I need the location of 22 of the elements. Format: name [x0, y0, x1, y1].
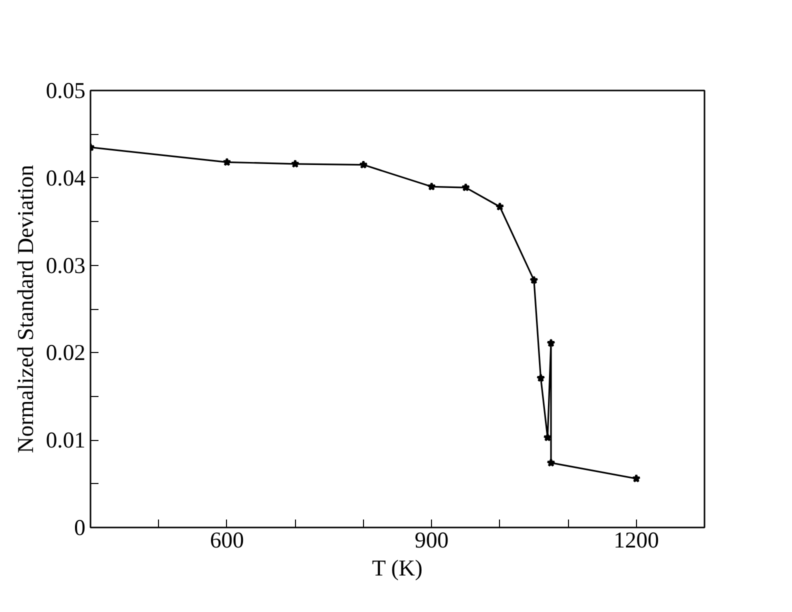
y-tick-label: 0.01 — [46, 428, 86, 453]
point — [546, 338, 556, 347]
y-tick-label: 0.05 — [46, 78, 86, 103]
point — [496, 202, 504, 211]
point — [222, 158, 232, 166]
y-tick-label: 0.03 — [46, 252, 86, 278]
point — [290, 159, 300, 168]
point — [359, 160, 368, 169]
y-tick-label: 0.02 — [46, 340, 86, 366]
point — [427, 182, 436, 190]
point — [530, 276, 538, 284]
point — [632, 474, 641, 482]
x-tick-label: 900 — [414, 528, 449, 552]
y-tick-label: 0 — [74, 515, 86, 540]
x-tick-label: 1200 — [614, 528, 659, 552]
y-axis-title: Normalized Standard Deviation — [12, 164, 38, 454]
point — [536, 374, 546, 382]
x-tick-label: 600 — [210, 528, 244, 552]
point — [546, 458, 556, 467]
point — [461, 183, 470, 192]
x-axis-title: T (K) — [372, 556, 423, 580]
y-tick-label: 0.04 — [46, 165, 86, 190]
